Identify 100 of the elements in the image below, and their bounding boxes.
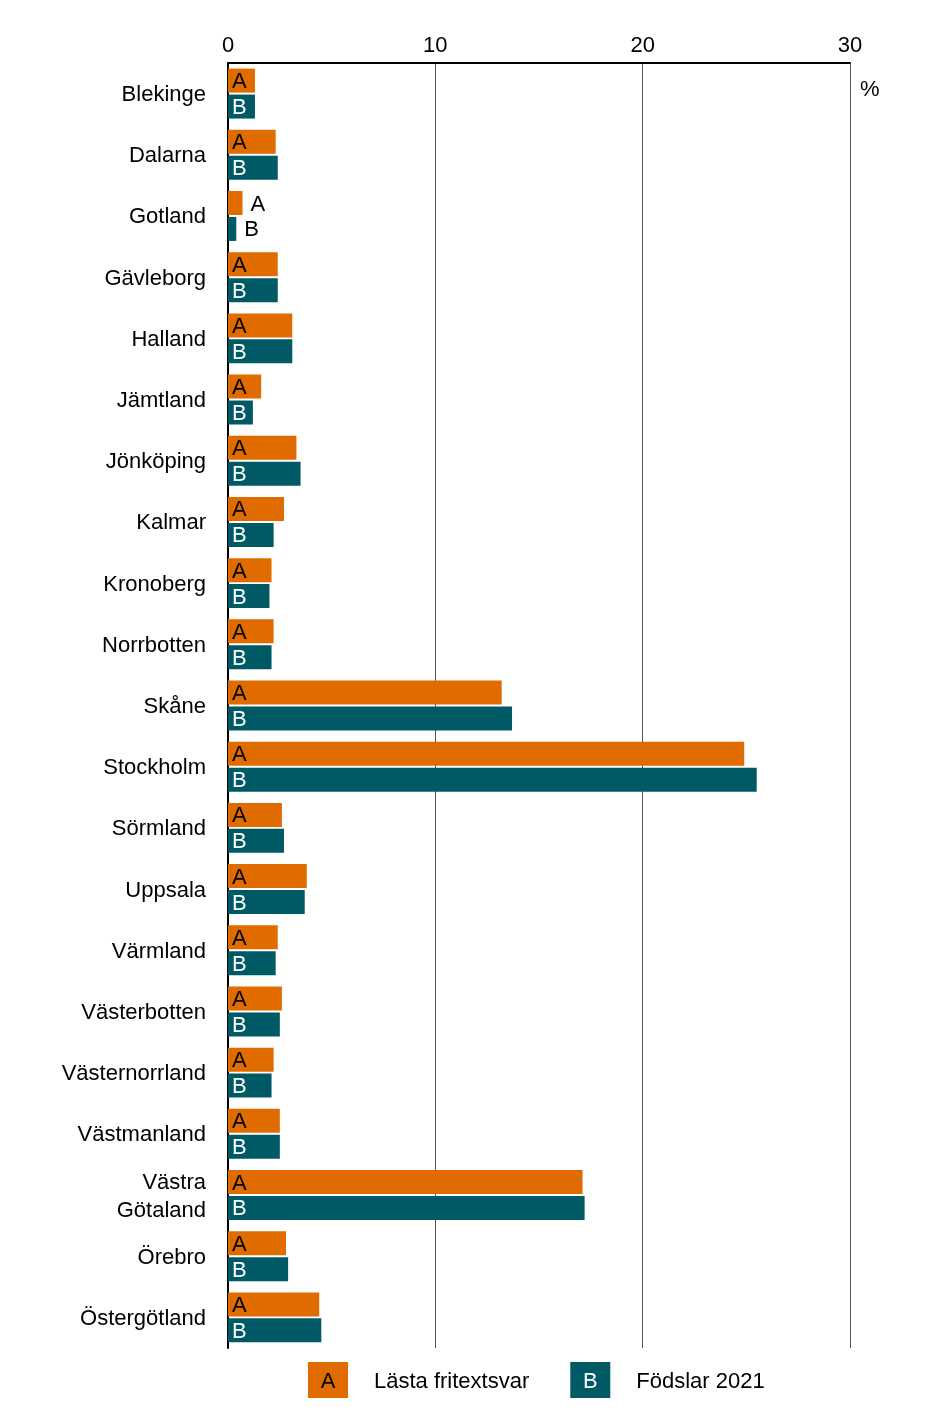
bar [228, 1012, 280, 1037]
data-label: A [232, 129, 247, 155]
y-tick-label: Sörmland [111, 815, 206, 841]
bar [228, 828, 284, 853]
y-tick-label: Dalarna [128, 142, 207, 168]
bar [228, 1195, 585, 1220]
y-tick-label: Jönköping [105, 448, 206, 474]
bar [228, 1134, 280, 1159]
bar [228, 496, 284, 521]
bar [228, 191, 243, 216]
bar [228, 129, 276, 154]
bar [228, 1108, 280, 1133]
data-label: B [232, 767, 247, 793]
data-label: A [232, 251, 247, 277]
y-tick-label: Gävleborg [104, 264, 206, 290]
data-label: B [244, 216, 259, 242]
data-label: A [232, 741, 247, 767]
bar [228, 339, 293, 364]
bar [228, 680, 502, 705]
data-label: A [232, 557, 247, 583]
bar [228, 1318, 322, 1343]
x-tick-label: 0 [221, 31, 235, 57]
data-label: B [232, 338, 247, 364]
bar [228, 741, 745, 766]
bar [228, 619, 274, 644]
bar [228, 252, 278, 277]
text: A [320, 1367, 336, 1393]
bar [228, 1170, 583, 1195]
data-label: A [232, 1169, 247, 1195]
bar [228, 890, 305, 915]
y-tick-label: Västernorrland [61, 1060, 206, 1086]
data-label: A [232, 435, 247, 461]
x-tick-label: 10 [423, 31, 448, 57]
x-tick-label: 20 [630, 31, 655, 57]
data-label: B [232, 155, 247, 181]
data-label: A [232, 1047, 247, 1073]
bar [228, 435, 297, 460]
y-tick-label: Västmanland [77, 1121, 206, 1147]
data-label: A [232, 680, 247, 706]
y-tick-label: Blekinge [121, 81, 206, 107]
data-label: A [232, 863, 247, 889]
y-tick-label: Västerbotten [81, 998, 206, 1024]
y-tick-label: Skåne [143, 693, 206, 718]
y-tick-label: Jämtland [116, 387, 206, 413]
bar [228, 461, 301, 486]
bar [228, 1047, 274, 1072]
data-label: A [232, 618, 247, 644]
data-label: A [232, 312, 247, 338]
data-label: B [232, 94, 247, 120]
data-label: A [250, 190, 266, 216]
data-label: A [232, 374, 247, 400]
data-label: B [232, 950, 247, 976]
bar [228, 216, 237, 241]
data-label: B [232, 461, 247, 487]
y-tick-label: Kronoberg [103, 570, 206, 596]
y-tick-label: Stockholm [103, 754, 206, 780]
bar [228, 155, 278, 180]
legend-label: Lästa fritextsvar [374, 1367, 530, 1393]
y-tick-label: Norrbotten [102, 631, 206, 657]
bar [228, 1231, 287, 1256]
data-label: A [232, 68, 247, 94]
data-label: B [232, 705, 247, 731]
bar [228, 278, 278, 303]
y-tick-label: Uppsala [125, 876, 207, 902]
x-axis-title: % [860, 75, 880, 101]
data-label: B [232, 1011, 247, 1037]
data-label: B [232, 1134, 247, 1160]
data-label: B [232, 277, 247, 303]
data-label: B [232, 644, 247, 670]
bar [228, 558, 272, 583]
y-tick-label: Värmland [111, 937, 206, 963]
data-label: A [232, 1108, 247, 1134]
x-tick-label: 30 [837, 31, 863, 57]
bar [228, 313, 293, 338]
data-label: B [232, 400, 247, 426]
y-tick-label: Halland [131, 325, 206, 351]
data-label: B [232, 1195, 247, 1221]
data-label: B [232, 1317, 247, 1343]
bar [228, 802, 282, 827]
y-tick-label: Östergötland [80, 1304, 206, 1330]
text: B [582, 1367, 598, 1393]
data-label: B [232, 522, 247, 548]
bar [228, 1292, 320, 1317]
bar [228, 864, 307, 889]
data-label: A [232, 1291, 247, 1317]
bar [228, 767, 757, 792]
data-label: A [232, 924, 247, 950]
data-label: A [232, 1230, 247, 1256]
bar [228, 1257, 289, 1282]
data-label: B [232, 583, 247, 609]
bar [228, 986, 282, 1011]
data-label: B [232, 889, 247, 915]
data-label: A [232, 496, 247, 522]
y-tick-label: Gotland [128, 203, 206, 229]
data-label: A [232, 985, 247, 1011]
data-label: B [232, 1073, 247, 1099]
bar [228, 925, 278, 950]
data-label: B [232, 1256, 247, 1282]
y-tick-label: Västra Götaland [116, 1168, 207, 1222]
data-label: A [232, 802, 247, 828]
